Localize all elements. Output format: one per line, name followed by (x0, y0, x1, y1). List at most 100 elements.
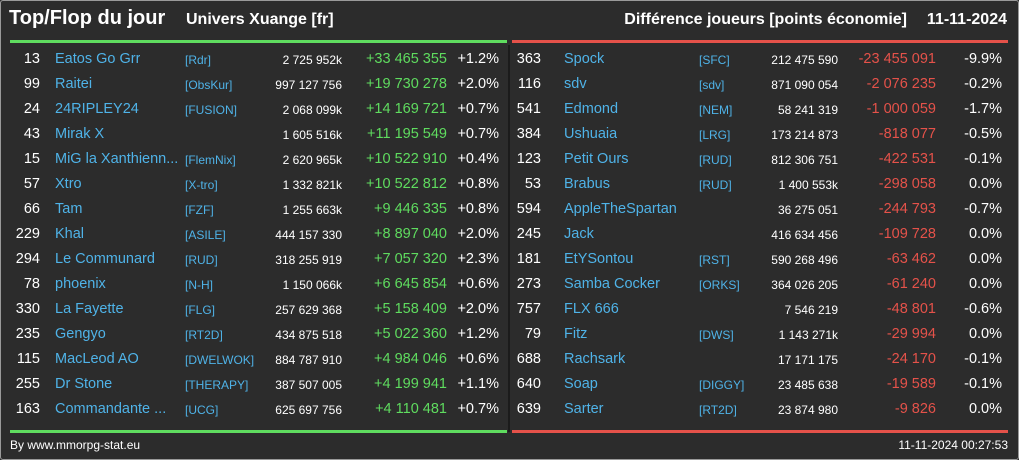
player-name-link[interactable]: sdv (564, 76, 587, 92)
points-difference: -1 000 059 (866, 101, 936, 117)
alliance-tag-link[interactable]: [DWS] (699, 328, 734, 342)
alliance-tag-link[interactable]: [RUD] (699, 178, 732, 192)
percent-change: +0.6% (457, 276, 499, 292)
player-rank: 245 (516, 226, 541, 242)
player-name-link[interactable]: Tam (55, 201, 83, 217)
percent-change: 0.0% (968, 251, 1002, 267)
alliance-tag-link[interactable]: [RST] (699, 253, 730, 267)
alliance-tag-link[interactable]: [FZF] (185, 203, 214, 217)
points-difference: +14 169 721 (365, 101, 447, 117)
player-row: 541 Edmond [NEM] 58 241 319 -1 000 059 -1.7% (511, 95, 1008, 120)
player-name-link[interactable]: EtYSontou (564, 251, 634, 267)
alliance-tag-link[interactable]: [N-H] (185, 278, 213, 292)
points-difference: -19 589 (886, 376, 936, 392)
percent-change: -0.1% (964, 376, 1002, 392)
player-name-link[interactable]: Mirak X (55, 126, 105, 142)
points-difference: +4 984 046 (374, 351, 447, 367)
player-rank: 363 (516, 51, 541, 67)
percent-change: +0.8% (457, 201, 499, 217)
percent-change: 0.0% (968, 176, 1002, 192)
player-row: 229 Khal [ASILE] 444 157 330 +8 897 040 +2.0% (10, 220, 507, 245)
player-name-link[interactable]: Sarter (564, 401, 604, 417)
percent-change: +2.0% (457, 226, 499, 242)
player-name-link[interactable]: Raitei (55, 76, 93, 92)
alliance-tag-link[interactable]: [RUD] (699, 153, 732, 167)
player-rank: 541 (516, 101, 541, 117)
player-name-link[interactable]: Dr Stone (55, 376, 113, 392)
points-difference: -61 240 (886, 276, 936, 292)
alliance-tag-link[interactable]: [X-tro] (185, 178, 218, 192)
percent-change: +0.6% (457, 351, 499, 367)
player-rank: 294 (15, 251, 40, 267)
alliance-tag-link[interactable]: [ObsKur] (185, 78, 233, 92)
player-name-link[interactable]: 24RIPLEY24 (55, 101, 139, 117)
player-row: 115 MacLeod AO [DWELWOK] 884 787 910 +4 984 … (10, 345, 507, 370)
alliance-tag-link[interactable]: [DIGGY] (699, 378, 745, 392)
alliance-tag-link[interactable]: [FLG] (185, 303, 216, 317)
alliance-tag-link[interactable]: [DWELWOK] (185, 353, 255, 367)
player-name-link[interactable]: AppleTheSpartan (564, 201, 677, 217)
player-name-link[interactable]: La Fayette (55, 301, 124, 317)
player-name-link[interactable]: MiG la Xanthienn... (55, 151, 179, 167)
alliance-tag-link[interactable]: [ORKS] (699, 278, 740, 292)
player-name-link[interactable]: Soap (564, 376, 598, 392)
player-row: 43 Mirak X 1 605 516k +11 195 549 +0.7% (10, 120, 507, 145)
alliance-tag-link[interactable]: [FlemNix] (185, 153, 236, 167)
player-rank: 229 (15, 226, 40, 242)
alliance-tag-link[interactable]: [ASILE] (185, 228, 226, 242)
player-name-link[interactable]: Rachsark (564, 351, 626, 367)
percent-change: +2.0% (457, 301, 499, 317)
points-difference: -298 058 (878, 176, 936, 192)
player-name-link[interactable]: Samba Cocker (564, 276, 660, 292)
player-row: 24 24RIPLEY24 [FUSION] 2 068 099k +14 169 72… (10, 95, 507, 120)
percent-change: +1.2% (457, 326, 499, 342)
points-difference: -48 801 (886, 301, 936, 317)
player-name-link[interactable]: MacLeod AO (55, 351, 139, 367)
alliance-tag-link[interactable]: [RUD] (185, 253, 218, 267)
points-difference: +4 110 481 (375, 401, 447, 417)
player-name-link[interactable]: Xtro (55, 176, 82, 192)
player-total-points: 2 725 952k (282, 53, 342, 67)
alliance-tag-link[interactable]: [LRG] (699, 128, 731, 142)
player-rank: 273 (516, 276, 541, 292)
alliance-tag-link[interactable]: [UCG] (185, 403, 219, 417)
points-difference: +11 195 549 (367, 126, 447, 142)
player-name-link[interactable]: Khal (55, 226, 85, 242)
alliance-tag-link[interactable]: [RT2D] (699, 403, 737, 417)
percent-change: +2.0% (457, 76, 499, 92)
top-losers-list: 363 Spock [SFC] 212 475 590 -23 455 091 -9.9%… (511, 45, 1008, 430)
alliance-tag-link[interactable]: [RT2D] (185, 328, 223, 342)
percent-change: 0.0% (968, 276, 1002, 292)
player-row: 245 Jack 416 634 456 -109 728 0.0% (511, 220, 1008, 245)
percent-change: +0.7% (457, 401, 499, 417)
player-name-link[interactable]: Fitz (564, 326, 588, 342)
player-rank: 255 (15, 376, 40, 392)
percent-change: +0.7% (457, 101, 499, 117)
points-difference: -63 462 (886, 251, 936, 267)
player-total-points: 387 507 005 (275, 378, 342, 392)
player-name-link[interactable]: Petit Ours (564, 151, 629, 167)
alliance-tag-link[interactable]: [sdv] (699, 78, 725, 92)
player-total-points: 997 127 756 (275, 78, 342, 92)
player-name-link[interactable]: Commandante ... (55, 401, 167, 417)
player-name-link[interactable]: phoenix (55, 276, 106, 292)
player-name-link[interactable]: Le Communard (55, 251, 155, 267)
alliance-tag-link[interactable]: [THERAPY] (185, 378, 249, 392)
player-name-link[interactable]: Edmond (564, 101, 619, 117)
player-row: 235 Gengyo [RT2D] 434 875 518 +5 022 360 +1.2… (10, 320, 507, 345)
player-name-link[interactable]: Spock (564, 51, 605, 67)
player-name-link[interactable]: FLX 666 (564, 301, 619, 317)
alliance-tag-link[interactable]: [NEM] (699, 103, 733, 117)
alliance-tag-link[interactable]: [SFC] (699, 53, 730, 67)
player-name-link[interactable]: Eatos Go Grr (55, 51, 141, 67)
player-total-points: 444 157 330 (275, 228, 342, 242)
player-name-link[interactable]: Gengyo (55, 326, 106, 342)
alliance-tag-link[interactable]: [FUSION] (185, 103, 238, 117)
percent-change: +0.7% (457, 126, 499, 142)
player-total-points: 1 605 516k (282, 128, 342, 142)
alliance-tag-link[interactable]: [Rdr] (185, 53, 212, 67)
player-name-link[interactable]: Jack (564, 226, 594, 242)
player-name-link[interactable]: Ushuaia (564, 126, 618, 142)
player-name-link[interactable]: Brabus (564, 176, 610, 192)
player-row: 594 AppleTheSpartan 36 275 051 -244 793 -0.7… (511, 195, 1008, 220)
